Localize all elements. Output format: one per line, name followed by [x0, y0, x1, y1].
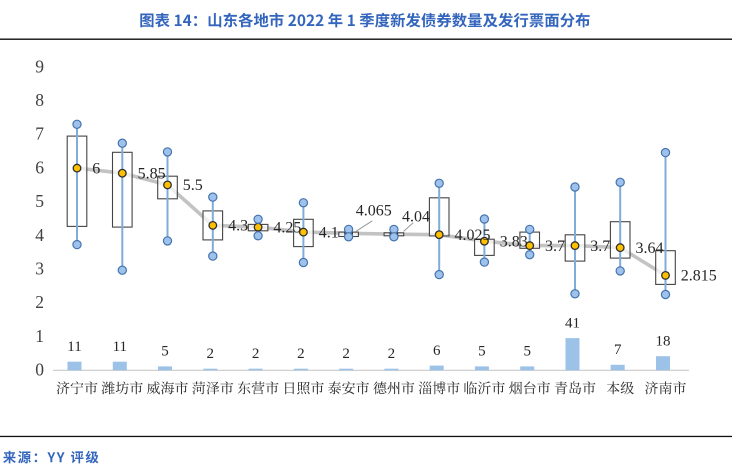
- svg-text:2: 2: [35, 292, 44, 312]
- svg-text:3: 3: [35, 259, 44, 279]
- svg-text:3.64: 3.64: [636, 240, 664, 257]
- svg-text:1: 1: [35, 326, 44, 346]
- svg-text:4.04: 4.04: [402, 208, 430, 225]
- svg-text:3.7: 3.7: [590, 238, 610, 255]
- svg-text:5: 5: [478, 344, 486, 360]
- svg-text:5: 5: [523, 344, 531, 360]
- svg-text:18: 18: [656, 334, 671, 350]
- svg-text:5: 5: [35, 191, 44, 211]
- svg-text:6: 6: [433, 343, 441, 359]
- svg-text:2: 2: [297, 346, 305, 362]
- svg-text:3.83: 3.83: [500, 234, 528, 251]
- svg-text:7: 7: [614, 342, 622, 358]
- svg-text:11: 11: [113, 339, 127, 355]
- svg-text:9: 9: [35, 56, 44, 76]
- svg-text:3.7: 3.7: [545, 238, 565, 255]
- svg-text:11: 11: [67, 339, 81, 355]
- svg-text:2: 2: [207, 346, 215, 362]
- svg-text:6: 6: [35, 157, 44, 177]
- svg-text:2.815: 2.815: [681, 268, 717, 285]
- svg-text:5.85: 5.85: [138, 166, 166, 183]
- svg-text:4.065: 4.065: [356, 203, 392, 220]
- svg-text:41: 41: [565, 315, 580, 331]
- svg-text:2: 2: [388, 346, 396, 362]
- svg-text:2: 2: [252, 346, 260, 362]
- svg-text:5.5: 5.5: [183, 177, 203, 194]
- svg-text:4: 4: [35, 225, 44, 245]
- svg-text:4.25: 4.25: [273, 219, 301, 236]
- svg-text:4.1: 4.1: [319, 224, 339, 241]
- svg-text:5: 5: [161, 344, 169, 360]
- svg-text:0: 0: [35, 360, 44, 380]
- svg-text:4.3: 4.3: [228, 218, 248, 235]
- svg-text:4.025: 4.025: [455, 227, 491, 244]
- svg-text:2: 2: [342, 346, 350, 362]
- svg-text:8: 8: [35, 90, 44, 110]
- svg-text:6: 6: [92, 160, 100, 177]
- svg-text:7: 7: [35, 124, 44, 144]
